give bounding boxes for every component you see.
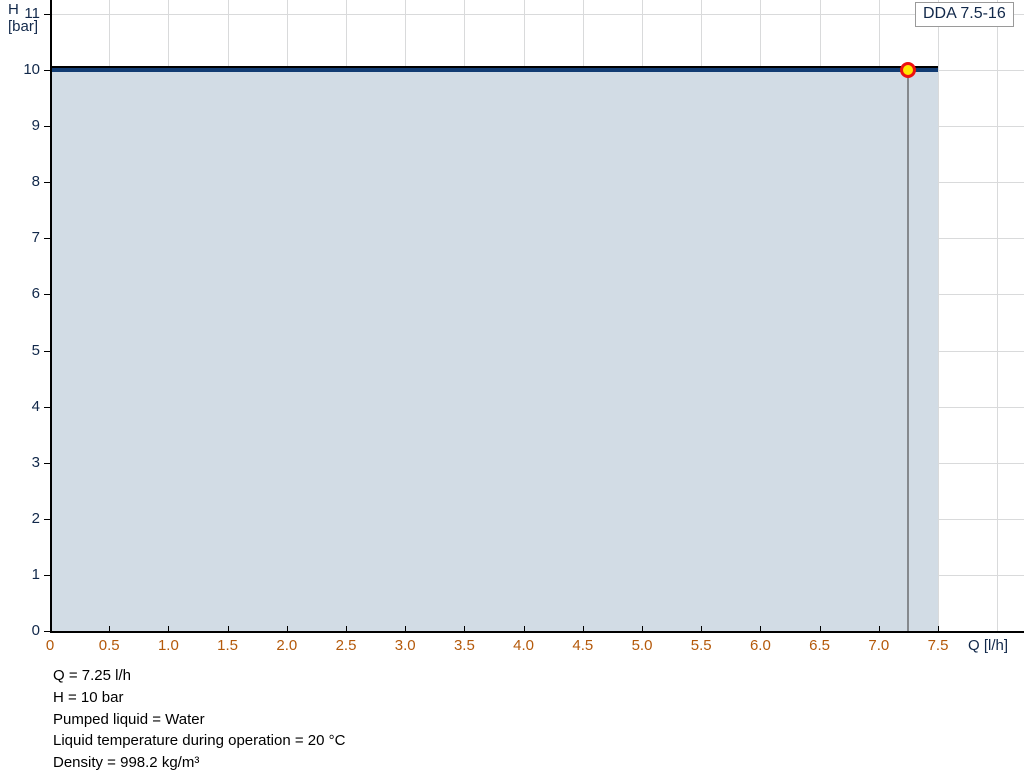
x-axis-tick: [523, 626, 525, 632]
caption-pumped-liquid: Pumped liquid = Water: [53, 710, 205, 728]
y-axis-tick: [44, 126, 51, 128]
y-axis-tick-label: 6: [31, 285, 40, 303]
y-axis-tick: [44, 238, 51, 240]
gridline-horizontal: [50, 13, 1024, 15]
y-axis-tick-label: 7: [31, 229, 40, 247]
caption-liquid-temperature: Liquid temperature during operation = 20…: [53, 732, 346, 750]
x-axis-tick: [938, 626, 939, 632]
x-axis-tick-label: 3.5: [453, 637, 475, 654]
x-axis-tick: [701, 626, 703, 632]
caption-head: H = 10 bar: [53, 688, 124, 706]
y-axis-tick: [44, 13, 51, 15]
x-axis-tick-label: 4.5: [572, 637, 594, 654]
x-axis-tick-label: 1.0: [157, 637, 179, 654]
x-axis-tick-label: 6.5: [809, 637, 831, 654]
x-axis-tick: [50, 626, 51, 632]
y-axis-tick: [44, 518, 51, 520]
x-axis-tick: [878, 626, 880, 632]
x-axis-tick: [109, 626, 111, 632]
curve-fill-region: [50, 70, 938, 631]
x-axis-tick: [464, 626, 466, 632]
x-axis-tick: [346, 626, 347, 632]
x-axis-tick: [642, 626, 643, 632]
operating-conditions-caption: Q = 7.25 l/h H = 10 bar Pumped liquid = …: [53, 665, 345, 774]
y-axis-tick-label: 1: [31, 565, 40, 583]
x-axis-line: [50, 631, 1024, 633]
y-axis-tick: [44, 631, 51, 632]
y-axis-tick: [44, 294, 51, 296]
duty-point-guide-line: [907, 70, 910, 631]
x-axis-tick-label: 5.5: [690, 637, 712, 654]
x-axis-tick: [582, 626, 584, 632]
gridline-vertical: [938, 0, 939, 631]
x-axis-tick-label: 2.0: [276, 637, 298, 654]
y-axis-tick: [44, 406, 51, 408]
x-axis-tick-label: 5.0: [631, 637, 653, 654]
x-axis-tick-label: 7.0: [868, 637, 890, 654]
gridline-vertical: [997, 0, 999, 631]
x-axis-tick-label: 1.5: [217, 637, 239, 654]
x-axis-tick: [760, 626, 762, 632]
x-axis-tick: [819, 626, 821, 632]
caption-flow: Q = 7.25 l/h: [53, 667, 131, 684]
x-axis-tick-label: 0.5: [98, 637, 120, 654]
x-axis-tick-label: 2.5: [335, 637, 357, 654]
x-axis-tick-label: 6.0: [749, 637, 771, 654]
y-axis-title-unit: [bar]: [8, 18, 39, 35]
y-axis-tick-label: 9: [31, 117, 40, 135]
y-axis-tick-label: 11: [24, 4, 40, 22]
y-axis-line: [50, 0, 52, 633]
duty-point-marker[interactable]: [900, 62, 917, 78]
y-axis-tick-label: 0: [31, 622, 40, 639]
y-axis-tick-label: 5: [31, 341, 40, 359]
x-axis-tick-label: 0: [45, 637, 55, 654]
y-axis-tick-label: 3: [31, 453, 40, 471]
pump-model-label: DDA 7.5-16: [915, 2, 1014, 27]
y-axis-tick-label: 2: [31, 509, 40, 527]
y-axis-title: H [bar]: [8, 1, 38, 35]
x-axis-tick-label: 3.0: [394, 637, 416, 654]
y-axis-tick: [44, 182, 51, 184]
x-axis-tick: [286, 626, 288, 632]
y-axis-tick-label: 8: [31, 173, 40, 191]
y-axis-tick: [44, 462, 51, 464]
x-axis-tick: [405, 626, 407, 632]
y-axis-title-symbol: H: [8, 1, 19, 18]
y-axis-tick: [44, 574, 51, 576]
pump-curve-line: [50, 66, 938, 72]
y-axis-tick-label: 10: [23, 61, 40, 78]
x-axis-tick: [227, 626, 229, 632]
y-axis-tick-label: 4: [31, 397, 40, 415]
y-axis-tick: [44, 70, 51, 71]
x-axis-tick: [168, 626, 170, 632]
x-axis-tick-label: 7.5: [927, 637, 949, 654]
caption-density: Density = 998.2 kg/m³: [53, 754, 200, 772]
x-axis-tick-label: 4.0: [513, 637, 535, 654]
x-axis-title: Q [l/h]: [968, 637, 1009, 654]
plot-area: [50, 0, 1024, 632]
y-axis-tick: [44, 350, 51, 352]
